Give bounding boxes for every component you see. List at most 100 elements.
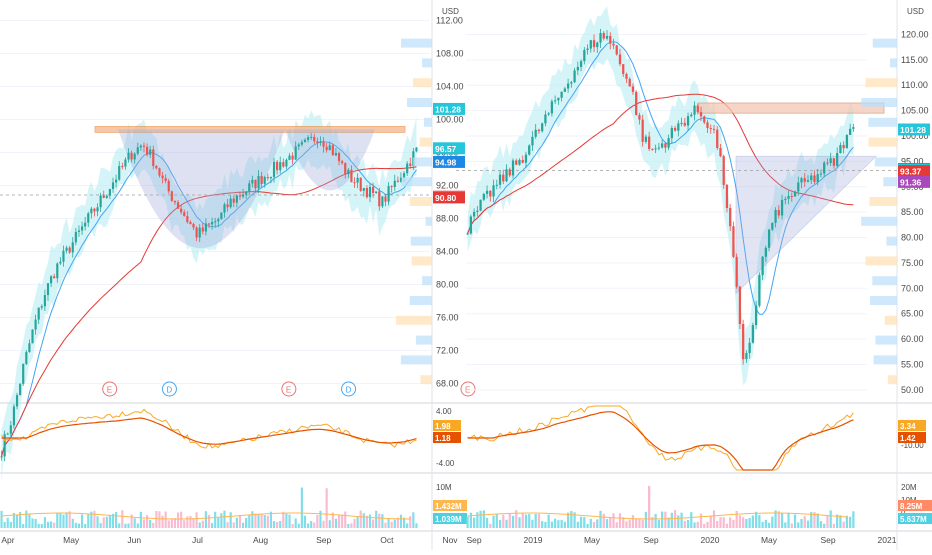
volume-bar xyxy=(111,513,115,528)
candle xyxy=(806,180,810,182)
event-marker[interactable] xyxy=(281,381,297,397)
volume-bar xyxy=(164,511,167,528)
event-marker[interactable] xyxy=(341,381,357,397)
candle xyxy=(570,82,573,84)
x-tick-label: May xyxy=(761,535,778,545)
y-tick-label: 100.00 xyxy=(901,131,929,141)
volume-bar xyxy=(751,515,755,528)
candle xyxy=(554,100,557,102)
candle xyxy=(121,166,124,168)
volume-profile-bar xyxy=(411,256,432,266)
macd-label-bg xyxy=(898,420,926,431)
candle xyxy=(738,286,742,325)
volume-profile-bar xyxy=(401,177,432,187)
volume-bar xyxy=(797,522,800,528)
volume-bar xyxy=(235,517,238,528)
volume-bar xyxy=(74,522,77,528)
candle xyxy=(767,229,771,248)
candle xyxy=(25,352,28,364)
candle xyxy=(810,175,813,181)
candle xyxy=(65,247,68,251)
candle xyxy=(285,159,288,167)
volume-bar xyxy=(673,510,677,528)
volume-bar xyxy=(560,519,563,528)
candle xyxy=(214,221,217,223)
volume-bar xyxy=(709,515,712,528)
candle xyxy=(498,174,502,185)
volume-bar xyxy=(742,517,745,528)
volume-bar xyxy=(399,514,403,528)
volume-bar xyxy=(142,519,146,528)
candle xyxy=(384,196,387,202)
candle xyxy=(124,159,127,167)
candle xyxy=(505,169,508,182)
candle xyxy=(754,305,758,326)
candle xyxy=(183,212,186,217)
volume-bar xyxy=(667,517,670,528)
volume-profile-bar xyxy=(874,157,897,167)
candles xyxy=(466,28,855,365)
price-label-bg xyxy=(433,155,465,168)
candle xyxy=(306,137,310,140)
event-marker[interactable] xyxy=(102,381,118,397)
candle xyxy=(836,153,839,166)
price-label: 101.28 xyxy=(435,104,461,114)
x-tick-label: Sep xyxy=(820,535,835,545)
volume-bar xyxy=(566,512,570,528)
volume-bar xyxy=(211,523,214,528)
macd-label-bg xyxy=(898,432,926,443)
candle xyxy=(96,207,99,212)
volume-bar xyxy=(644,511,648,528)
volume-profile-bar xyxy=(884,315,897,325)
candle xyxy=(310,136,313,138)
y-tick-label: 88.00 xyxy=(436,214,459,224)
volume-bar xyxy=(325,488,328,528)
candle xyxy=(576,66,579,71)
volume-bar xyxy=(34,518,37,528)
volume-bar xyxy=(3,521,6,528)
candle xyxy=(609,36,612,44)
event-marker[interactable] xyxy=(460,381,476,397)
candle xyxy=(241,194,245,197)
candle xyxy=(709,128,712,130)
candle xyxy=(541,123,544,132)
event-marker-label: D xyxy=(166,386,172,395)
candle xyxy=(745,353,748,360)
candle xyxy=(28,343,31,353)
y-tick-label: 92.00 xyxy=(436,181,459,191)
candle xyxy=(282,162,285,167)
volume-bar xyxy=(813,512,816,528)
price-label: 90.80 xyxy=(435,193,457,203)
candle xyxy=(297,144,300,147)
candle xyxy=(276,161,279,171)
volume-bar xyxy=(279,520,282,528)
volume-bar xyxy=(576,521,579,528)
candle xyxy=(53,276,56,279)
candle xyxy=(557,97,560,101)
volume-value-label: 1.039M xyxy=(435,515,462,524)
volume-bar xyxy=(322,520,325,528)
volume-bar xyxy=(826,515,829,528)
candle xyxy=(294,146,297,160)
volume-bar xyxy=(712,510,716,528)
volume-bar xyxy=(466,516,469,528)
volume-bar xyxy=(612,513,615,528)
volume-bar xyxy=(683,520,686,528)
volume-bar xyxy=(774,510,777,528)
volume-bar xyxy=(589,518,592,528)
volume-bar xyxy=(50,521,53,528)
candle xyxy=(596,42,599,48)
y-tick-label: 95.00 xyxy=(901,156,924,166)
candle xyxy=(797,182,800,192)
volume-bar xyxy=(40,523,43,528)
y-tick-label: 70.00 xyxy=(901,283,924,293)
event-marker[interactable] xyxy=(161,381,177,397)
volume-bar xyxy=(810,512,813,528)
volume-bar xyxy=(161,515,164,528)
candle xyxy=(359,177,362,191)
candle xyxy=(560,91,563,98)
candle xyxy=(272,161,276,177)
volume-label-bg xyxy=(433,500,467,511)
y-tick-label: 104.00 xyxy=(436,82,464,92)
volume-bar xyxy=(25,510,28,528)
